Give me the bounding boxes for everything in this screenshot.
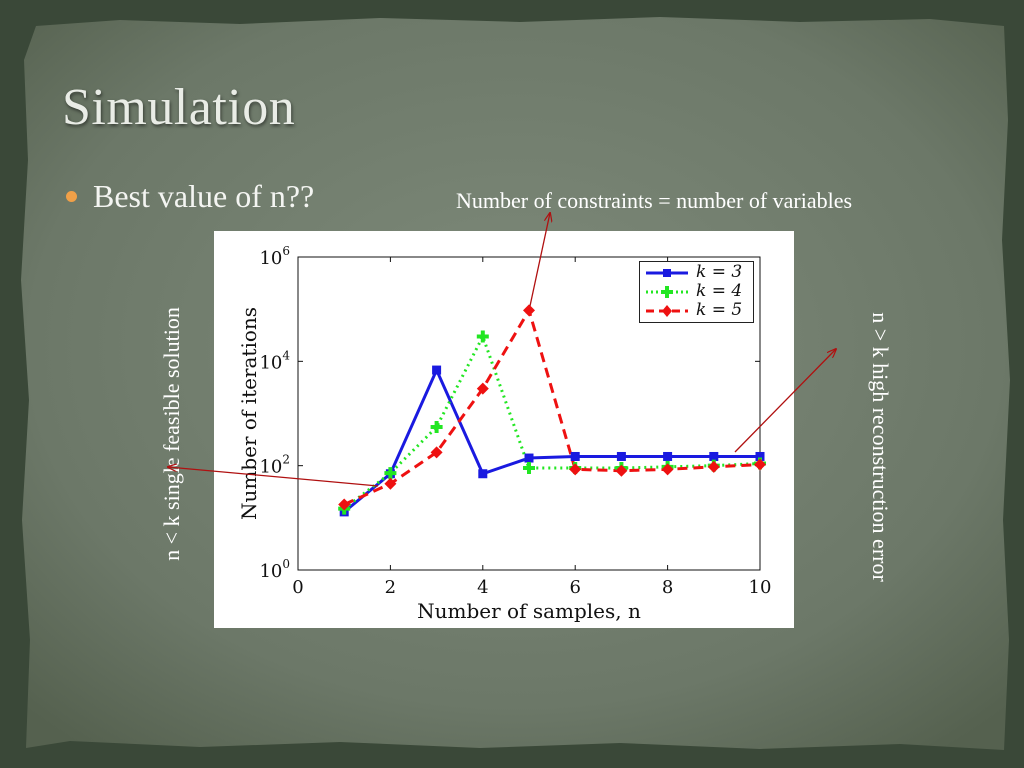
data-point [432, 365, 442, 375]
legend-label-k3: k = 3 [696, 262, 743, 282]
legend-item-k3: k = 3 [640, 262, 753, 282]
data-point [430, 421, 443, 434]
y-tick-label: 100 [259, 557, 290, 582]
legend-swatch-k4 [646, 286, 688, 298]
line-chart: 0 2 4 6 8 10 100 102 104 106 Number of samples, n N… [237, 244, 772, 623]
x-tick-label: 8 [662, 577, 673, 598]
y-tick-label: 106 [259, 244, 290, 269]
legend-swatch-k3 [646, 269, 688, 277]
annotation-left: n < k single feasible solution [159, 307, 184, 561]
annotation-top: Number of constraints = number of variab… [456, 188, 853, 213]
data-point [755, 451, 765, 461]
series-line-2 [343, 332, 761, 510]
y-tick-label: 104 [259, 348, 290, 373]
y-tick-label: 102 [259, 453, 290, 478]
data-point [523, 304, 535, 317]
data-point [570, 451, 580, 461]
data-point [478, 469, 488, 479]
x-axis-label: Number of samples, n [417, 599, 641, 623]
data-point [523, 462, 535, 475]
slide-title: Simulation [62, 79, 296, 136]
data-point [338, 498, 351, 511]
data-point [754, 458, 766, 471]
data-point [384, 467, 397, 480]
x-tick-label: 4 [477, 577, 488, 598]
data-point [616, 451, 626, 461]
data-point [663, 451, 673, 461]
data-point [615, 464, 628, 477]
data-point [430, 446, 443, 459]
data-point [569, 463, 582, 476]
chart-legend: k = 3 k = 4 k = 5 [639, 261, 754, 323]
legend-item-k5: k = 5 [640, 300, 753, 320]
data-point [661, 463, 674, 476]
legend-swatch-k5 [646, 305, 688, 317]
x-tick-label: 10 [749, 577, 772, 598]
data-point [476, 382, 489, 395]
legend-label-k5: k = 5 [696, 300, 743, 320]
series-line-1 [343, 366, 760, 514]
x-tick-label: 6 [569, 577, 580, 598]
y-axis-label: Number of iterations [237, 307, 261, 520]
bullet-item: Best value of n?? [66, 178, 314, 215]
data-point [476, 330, 489, 343]
chart-panel: 0 2 4 6 8 10 100 102 104 106 Number of samples, n N… [214, 231, 794, 628]
bullet-dot-icon [66, 191, 77, 202]
annotation-right: n > k high reconstruction error [868, 312, 893, 582]
legend-item-k4: k = 4 [640, 281, 753, 301]
legend-label-k4: k = 4 [696, 281, 743, 301]
bullet-text: Best value of n?? [93, 178, 315, 214]
x-tick-label: 2 [385, 577, 396, 598]
x-tick-label: 0 [292, 577, 303, 598]
data-point [709, 451, 719, 461]
data-point [384, 477, 397, 490]
data-point [707, 460, 720, 473]
series-line-3 [343, 306, 761, 506]
data-point [524, 453, 534, 463]
